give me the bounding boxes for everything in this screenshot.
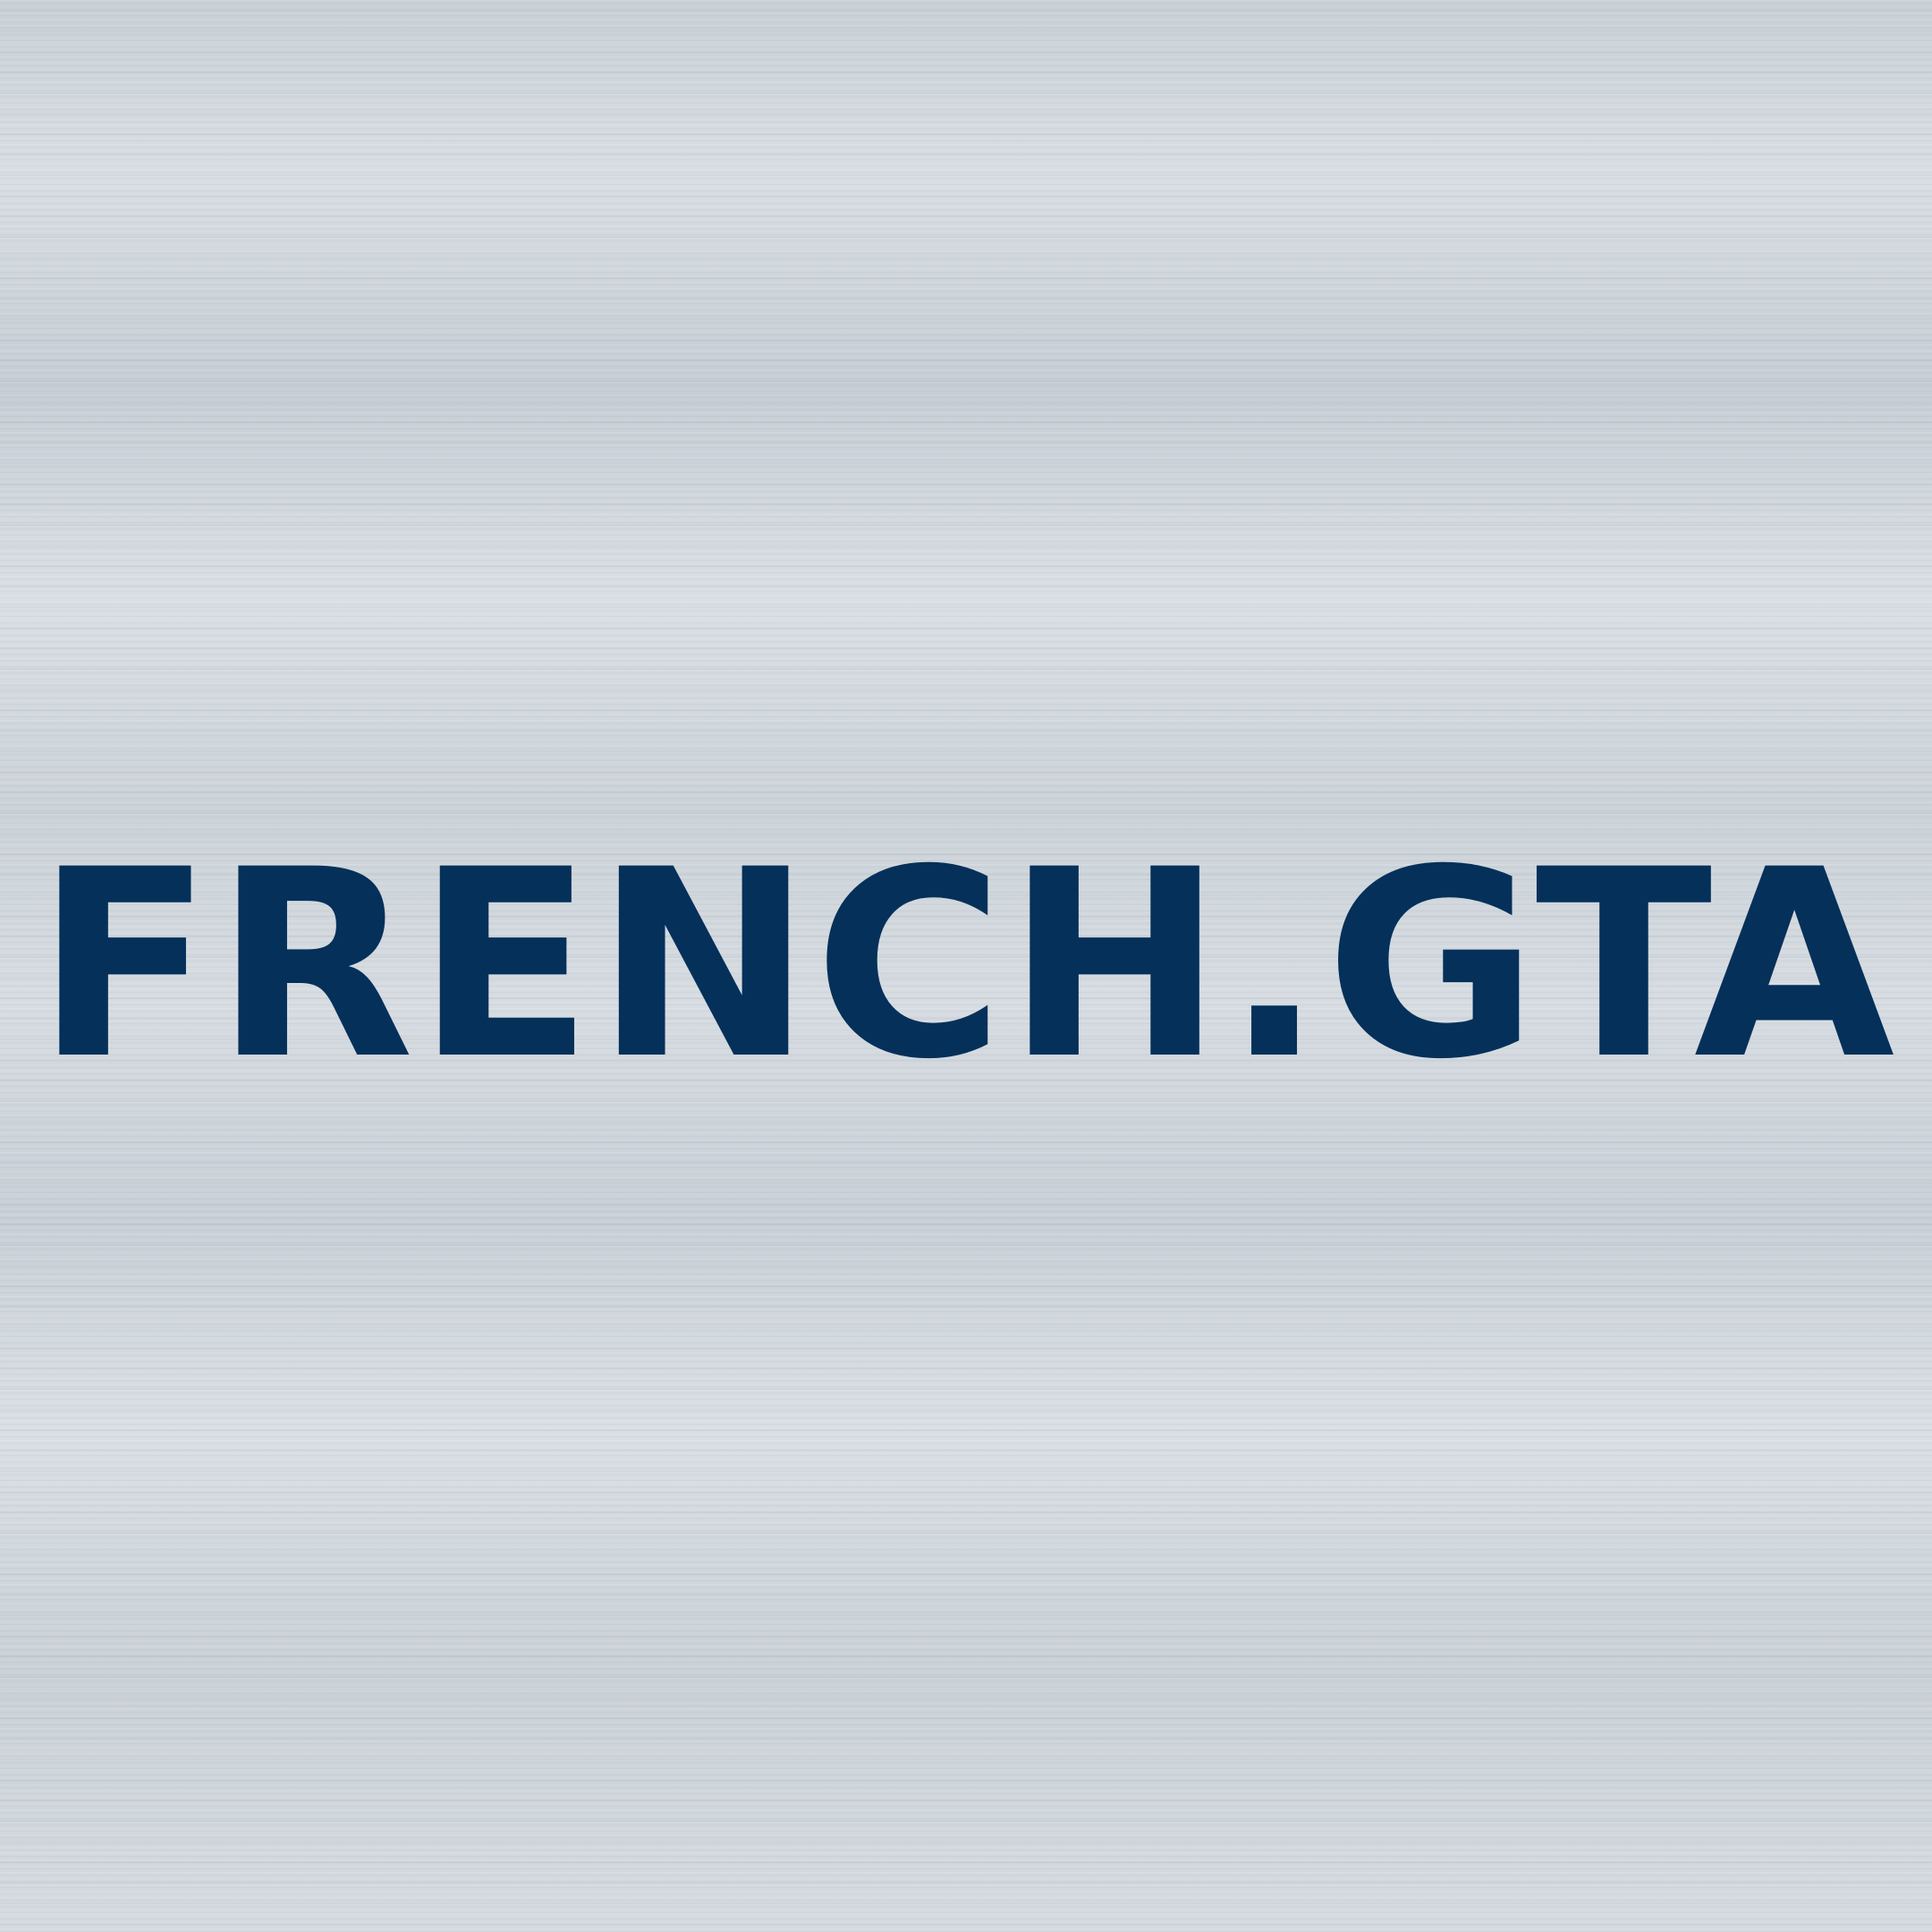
brand-wordmark: FRENCH.GTA: [35, 815, 1897, 1116]
